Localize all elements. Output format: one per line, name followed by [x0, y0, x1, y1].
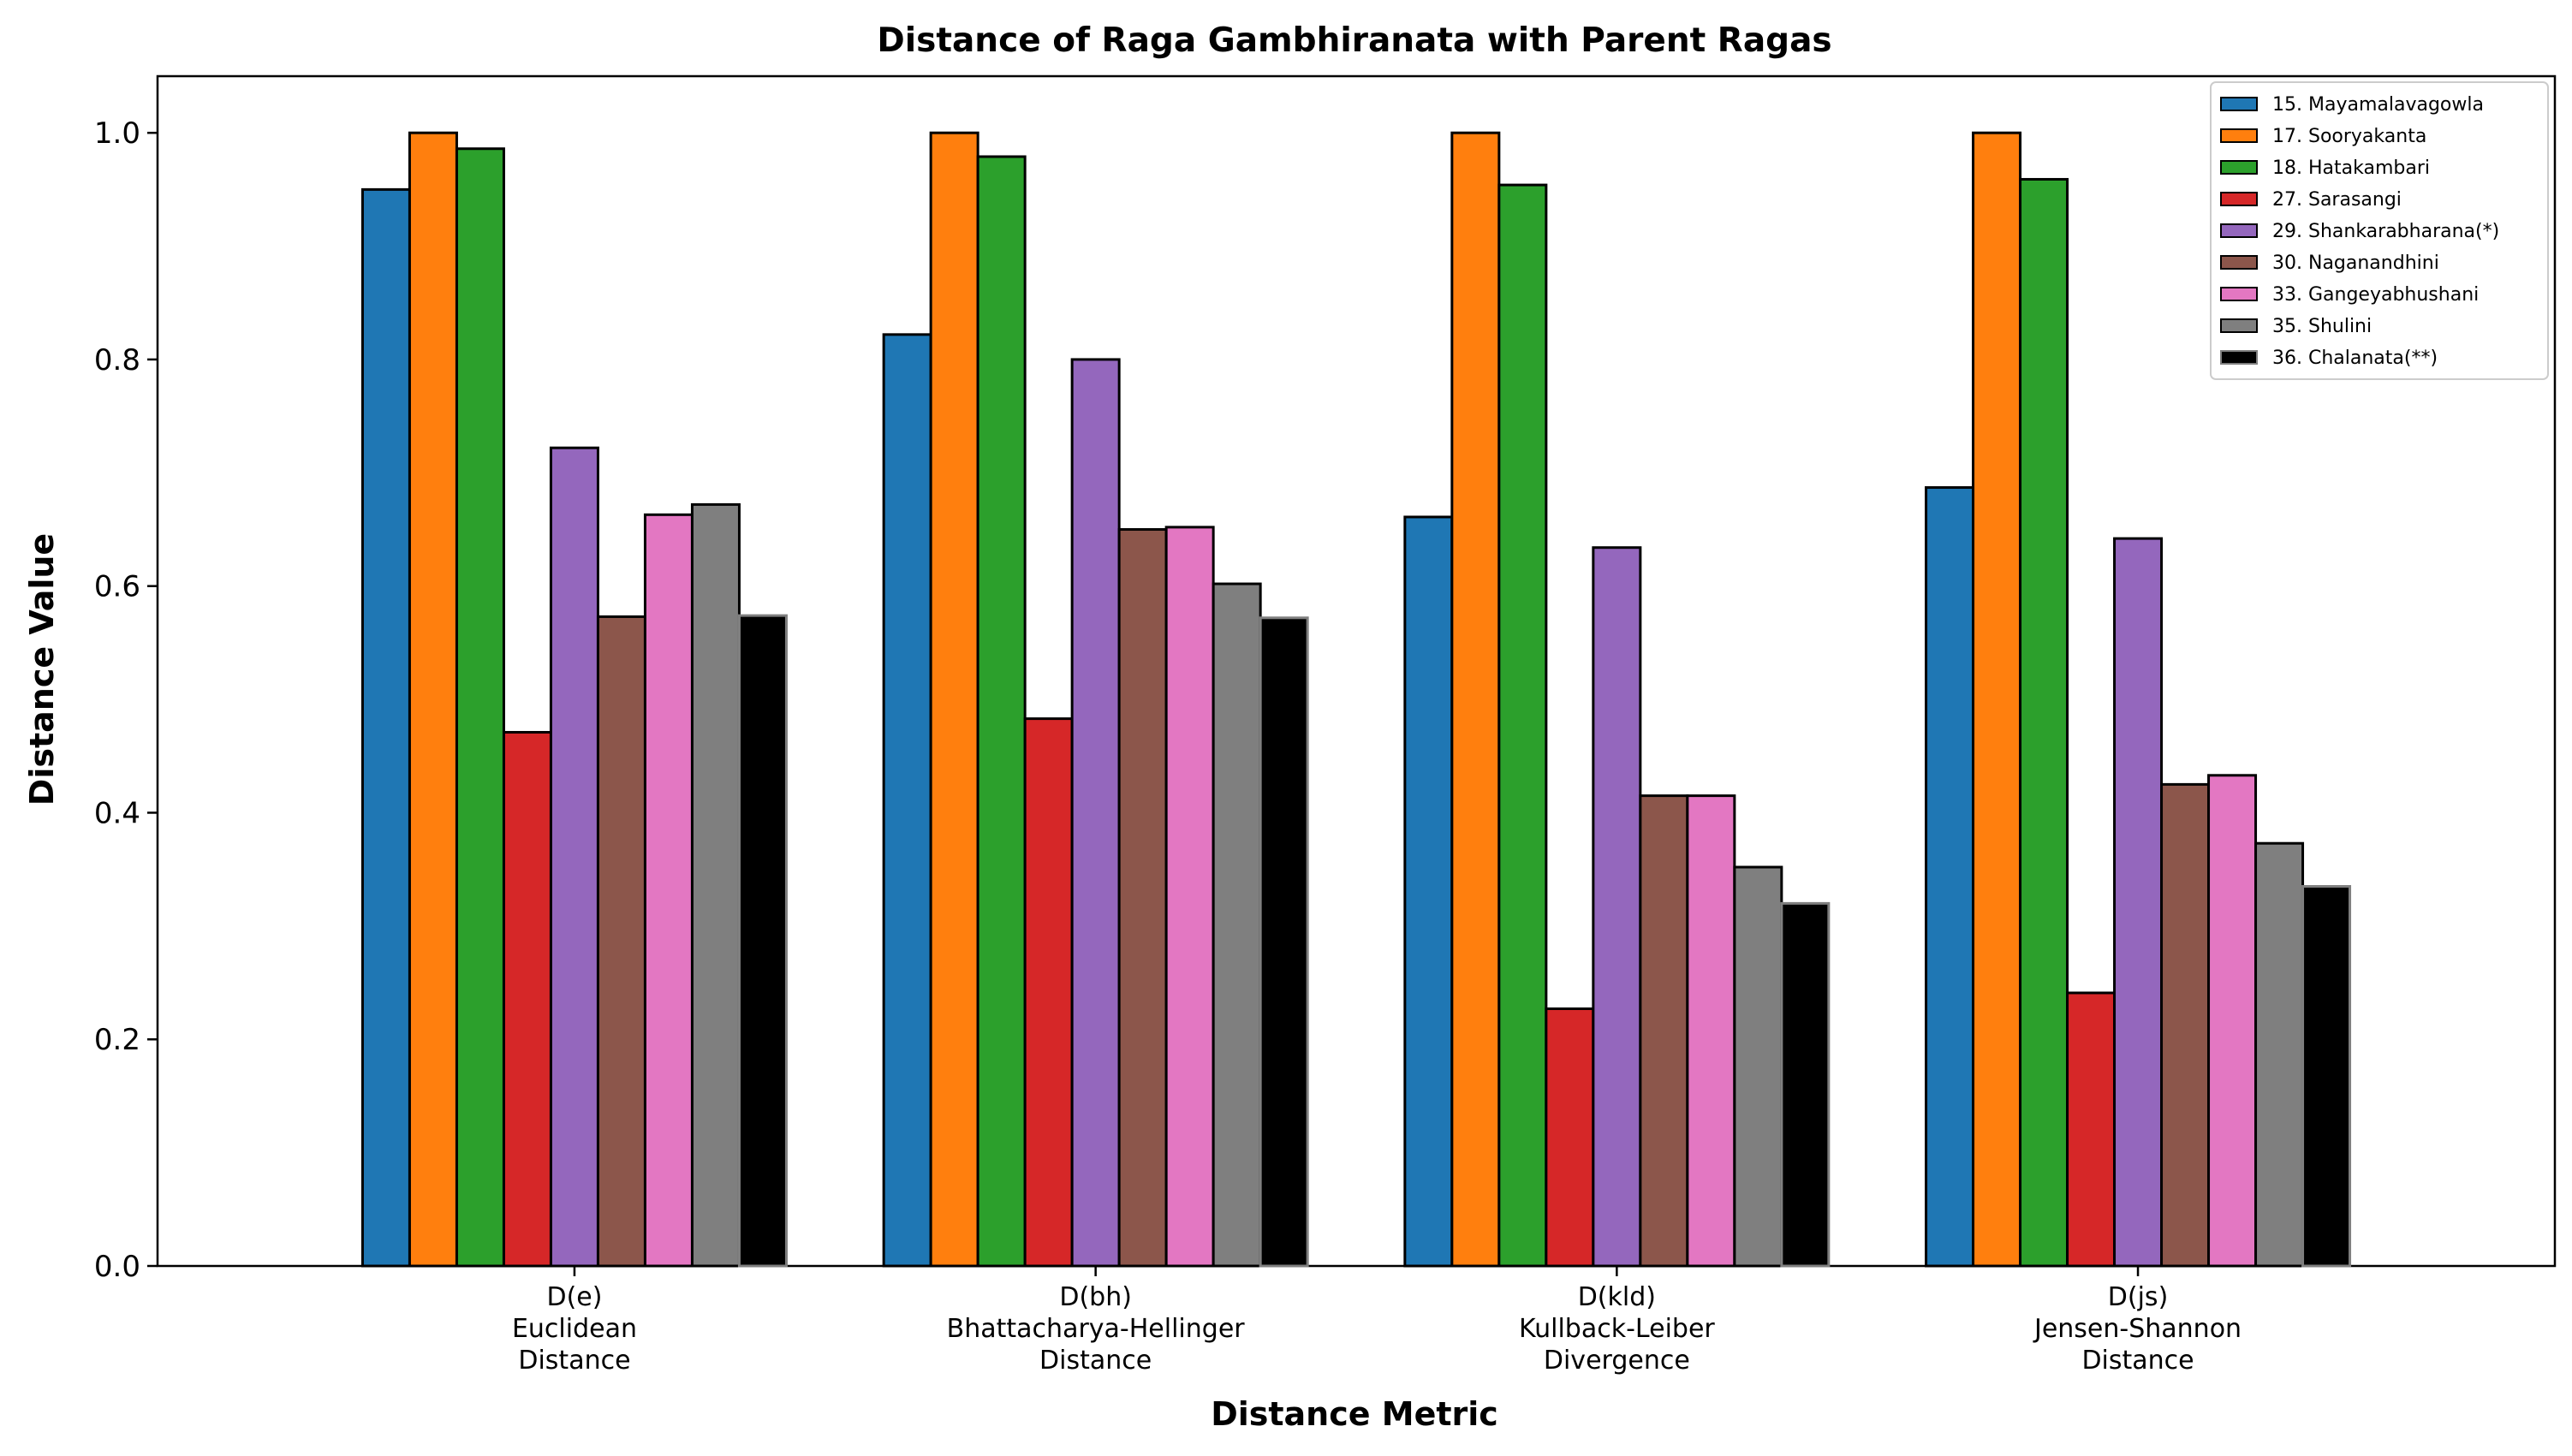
x-tick-label: Distance: [518, 1346, 630, 1376]
x-tick-label: D(bh): [1059, 1282, 1132, 1312]
y-tick-label: 0.4: [94, 796, 140, 830]
legend-entry: 15. Mayamalavagowla: [2272, 94, 2484, 116]
bar: [1117, 528, 1168, 1268]
bar: [1403, 515, 1454, 1268]
bar: [2113, 537, 2164, 1268]
legend-entry: 18. Hatakambari: [2272, 157, 2430, 179]
bar: [502, 730, 552, 1268]
legend: 15. Mayamalavagowla 17. Sooryakanta 18. Ha…: [2210, 81, 2549, 380]
legend-entry: 36. Chalanata(**): [2272, 348, 2438, 369]
bar: [1212, 582, 1262, 1268]
legend-entry: 17. Sooryakanta: [2272, 126, 2426, 147]
y-tick-label: 0.6: [94, 570, 140, 604]
bar: [1070, 358, 1121, 1268]
bar: [549, 446, 599, 1268]
bar: [2019, 177, 2069, 1268]
x-tick-label: D(js): [2108, 1282, 2168, 1312]
bar: [643, 513, 694, 1268]
bar: [1450, 131, 1501, 1268]
bar: [1023, 717, 1074, 1268]
bar: [2160, 782, 2211, 1268]
legend-swatch: [2220, 255, 2258, 270]
plot-frame: [156, 74, 2557, 1268]
legend-swatch: [2220, 192, 2258, 206]
bar: [1972, 131, 2022, 1268]
chart-title: Distance of Raga Gambhiranata with Paren…: [877, 21, 1831, 60]
bar: [2301, 885, 2352, 1268]
bar: [882, 333, 932, 1268]
x-tick-label: Jensen-Shannon: [2033, 1314, 2242, 1344]
x-tick-label: Kullback-Leiber: [1519, 1314, 1715, 1344]
bar: [1639, 794, 1689, 1268]
legend-swatch: [2220, 160, 2258, 175]
bar: [2254, 841, 2305, 1268]
bar: [1545, 1007, 1595, 1268]
legend-swatch: [2220, 287, 2258, 301]
bar: [455, 147, 505, 1268]
y-tick-label: 0.2: [94, 1023, 140, 1057]
legend-swatch: [2220, 128, 2258, 143]
bar: [1592, 546, 1642, 1268]
bar: [976, 155, 1027, 1268]
bar: [1780, 901, 1831, 1268]
y-tick-label: 0.8: [94, 343, 140, 377]
legend-swatch: [2220, 350, 2258, 365]
bar: [1733, 865, 1783, 1268]
bar: [1259, 616, 1309, 1268]
bar: [737, 614, 788, 1268]
x-tick-label: Bhattacharya-Hellinger: [947, 1314, 1246, 1344]
legend-entry: 33. Gangeyabhushani: [2272, 284, 2479, 306]
x-tick-label: D(e): [546, 1282, 602, 1312]
bar: [596, 615, 646, 1268]
bar: [1497, 183, 1548, 1268]
y-axis-label: Distance Value: [23, 533, 61, 805]
x-tick-label: Euclidean: [512, 1314, 637, 1344]
legend-entry: 30. Naganandhini: [2272, 253, 2439, 274]
legend-swatch: [2220, 318, 2258, 333]
legend-swatch: [2220, 97, 2258, 111]
x-tick-label: Distance: [1039, 1346, 1152, 1376]
bar: [690, 502, 741, 1268]
bar: [1686, 794, 1736, 1268]
bar: [360, 187, 411, 1268]
legend-entry: 29. Shankarabharana(*): [2272, 221, 2499, 242]
y-tick-label: 0.0: [94, 1250, 140, 1284]
bar: [929, 131, 979, 1268]
bar: [1164, 526, 1215, 1268]
bar: [2207, 774, 2258, 1268]
legend-box: [2210, 81, 2549, 380]
x-axis-label: Distance Metric: [1211, 1395, 1498, 1433]
x-tick-label: D(kld): [1578, 1282, 1656, 1312]
x-tick-label: Distance: [2081, 1346, 2194, 1376]
bar: [1925, 486, 1975, 1268]
legend-swatch: [2220, 223, 2258, 238]
bar: [2066, 991, 2117, 1268]
y-tick-label: 1.0: [94, 116, 140, 151]
legend-entry: 27. Sarasangi: [2272, 189, 2402, 211]
plot-area: 0.00.20.40.60.81.0D(e)EuclideanDistanceD…: [94, 74, 2557, 1376]
bar: [408, 131, 458, 1268]
x-tick-label: Divergence: [1544, 1346, 1690, 1376]
legend-entry: 35. Shulini: [2272, 316, 2372, 337]
